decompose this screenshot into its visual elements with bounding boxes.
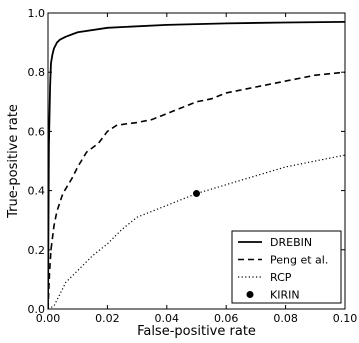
y-tick-label: 1.0 bbox=[28, 7, 46, 20]
series-layer bbox=[48, 20, 345, 309]
series-line-drebin bbox=[48, 20, 345, 309]
legend-label-peng-et-al: Peng et al. bbox=[270, 254, 328, 267]
legend-label-rcp: RCP bbox=[270, 271, 292, 284]
x-tick-label: 0.06 bbox=[214, 312, 239, 325]
legend-label-kirin: KIRIN bbox=[270, 289, 300, 302]
legend-box bbox=[231, 230, 342, 304]
y-tick-label: 0.6 bbox=[28, 125, 46, 138]
legend-swatch-kirin bbox=[246, 291, 254, 298]
y-tick-label: 0.2 bbox=[28, 244, 46, 257]
y-tick-label: 0.4 bbox=[28, 185, 46, 198]
ticks-layer: 0.00 0.02 0.04 0.06 0.08 0.10 0.0 0.2 0.4 0.6 0.8 1… bbox=[28, 7, 358, 325]
legend: DREBIN Peng et al. RCP KIRIN bbox=[231, 230, 342, 304]
series-line-rcp bbox=[48, 154, 345, 309]
series-point-kirin bbox=[193, 190, 200, 198]
x-tick-label: 0.04 bbox=[155, 312, 180, 325]
y-axis-label: True-positive rate bbox=[6, 104, 21, 219]
plot-frame bbox=[47, 12, 346, 310]
y-tick-label: 0.8 bbox=[28, 66, 46, 79]
x-tick-label: 0.08 bbox=[273, 312, 298, 325]
y-tick-label: 0.0 bbox=[28, 303, 46, 316]
x-axis-label: False-positive rate bbox=[137, 324, 256, 339]
x-tick-label: 0.10 bbox=[333, 312, 358, 325]
x-tick-label: 0.00 bbox=[36, 312, 61, 325]
legend-label-drebin: DREBIN bbox=[270, 236, 312, 249]
x-tick-label: 0.02 bbox=[95, 312, 120, 325]
series-line-peng-et-al bbox=[48, 71, 345, 309]
